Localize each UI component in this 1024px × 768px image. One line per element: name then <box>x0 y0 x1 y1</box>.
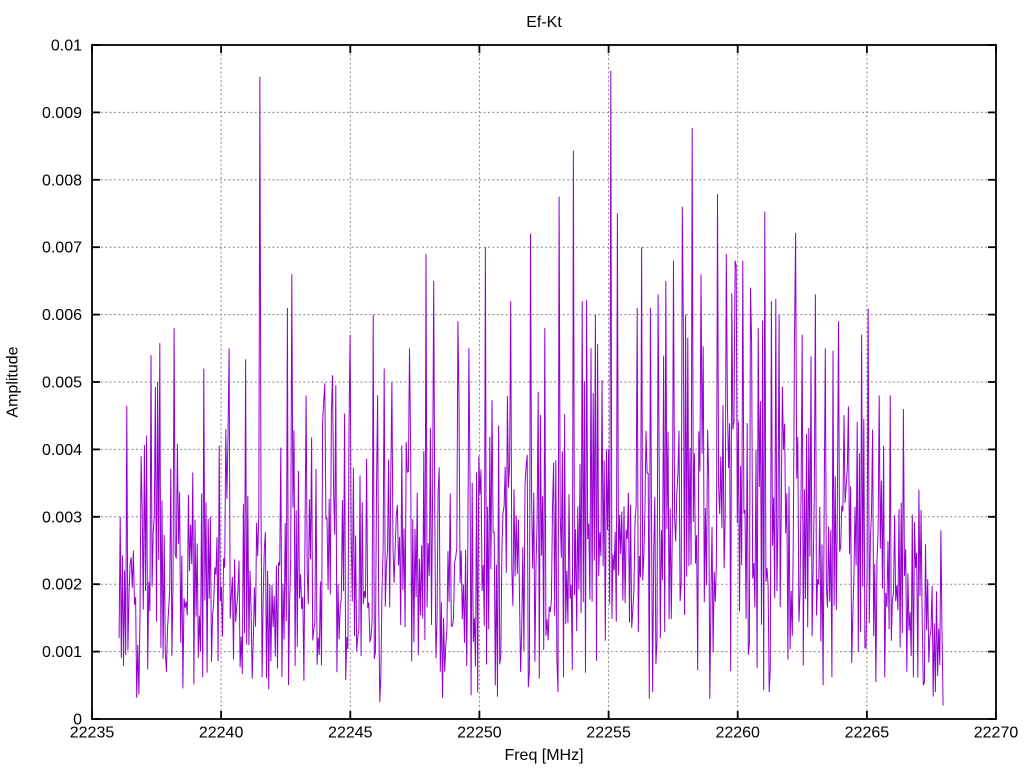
svg-text:0.007: 0.007 <box>42 240 82 257</box>
svg-text:22245: 22245 <box>328 725 373 742</box>
svg-text:22270: 22270 <box>974 725 1019 742</box>
svg-text:22250: 22250 <box>457 725 502 742</box>
svg-text:Ef-Kt: Ef-Kt <box>526 14 562 31</box>
svg-text:0.004: 0.004 <box>42 442 82 459</box>
svg-text:0.001: 0.001 <box>42 644 82 661</box>
svg-text:0.01: 0.01 <box>51 38 82 55</box>
svg-text:0.006: 0.006 <box>42 307 82 324</box>
svg-text:0: 0 <box>73 712 82 729</box>
svg-text:Amplitude: Amplitude <box>5 346 22 417</box>
svg-text:22255: 22255 <box>586 725 631 742</box>
svg-text:0.009: 0.009 <box>42 105 82 122</box>
svg-text:22260: 22260 <box>715 725 760 742</box>
svg-text:0.008: 0.008 <box>42 172 82 189</box>
svg-text:Freq [MHz]: Freq [MHz] <box>504 747 583 764</box>
svg-text:0.003: 0.003 <box>42 509 82 526</box>
svg-text:0.002: 0.002 <box>42 577 82 594</box>
svg-text:22240: 22240 <box>199 725 244 742</box>
svg-text:22265: 22265 <box>845 725 890 742</box>
svg-text:22235: 22235 <box>70 725 115 742</box>
svg-text:0.005: 0.005 <box>42 375 82 392</box>
